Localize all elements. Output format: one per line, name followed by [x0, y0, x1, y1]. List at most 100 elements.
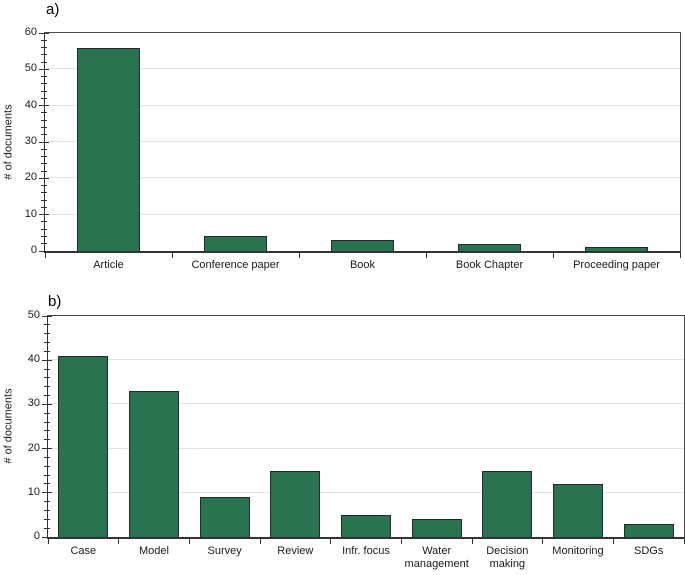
- plot-area-b: 0 10 20 30 40 50 Case Model Survey Review Infr. fo…: [28, 309, 685, 570]
- category-label: Monitoring: [552, 545, 604, 557]
- y-minor-tick: [44, 333, 50, 335]
- bar-article: [76, 47, 141, 251]
- y-minor-tick: [44, 386, 50, 388]
- bar-book-chapter: [457, 243, 522, 251]
- bar-survey: [199, 497, 250, 537]
- y-minor-tick: [41, 83, 47, 85]
- y-tick-label: 40: [24, 98, 37, 111]
- x-boundary-tick: [612, 539, 614, 544]
- y-minor-tick: [44, 439, 50, 441]
- y-minor-tick: [41, 112, 47, 114]
- y-minor-tick: [44, 456, 50, 458]
- gridline: [48, 359, 684, 361]
- y-minor-tick: [44, 501, 50, 503]
- bar-infr-focus: [340, 514, 392, 537]
- panel-label-a: a): [46, 1, 60, 18]
- category-label: Article: [93, 259, 124, 271]
- y-minor-tick: [41, 185, 47, 187]
- y-minor-tick: [44, 518, 50, 520]
- y-major-tick: [42, 492, 52, 494]
- y-major-tick: [42, 403, 52, 405]
- y-minor-tick: [41, 47, 47, 49]
- chart-panel-a: a) # of documents 0 10 20 30 40 50 60 Article Co…: [3, 1, 681, 271]
- category-label: Book: [349, 259, 376, 271]
- y-minor-tick: [44, 465, 50, 467]
- y-axis-title-wrap-b: # of documents: [1, 315, 17, 537]
- y-minor-tick: [41, 126, 47, 128]
- y-minor-tick: [41, 90, 47, 92]
- y-major-tick: [42, 448, 52, 450]
- bar-review: [270, 470, 321, 537]
- y-major-tick: [42, 359, 52, 361]
- y-minor-tick: [41, 192, 47, 194]
- y-tick-label: 10: [27, 485, 40, 498]
- category-label: Survey: [207, 545, 242, 557]
- y-major-tick: [39, 214, 49, 216]
- y-tick-label: 30: [24, 135, 37, 147]
- category-label: Review: [277, 545, 314, 557]
- category-label: Model: [139, 545, 169, 557]
- bar-conference-paper: [203, 236, 268, 251]
- chart-panel-b: b) # of documents 0 10 20 30 40 50 Case Model Su…: [0, 290, 685, 575]
- gridline: [45, 177, 680, 179]
- y-minor-tick: [44, 421, 50, 423]
- y-major-tick: [39, 68, 49, 70]
- category-label: Proceeding paper: [573, 259, 660, 271]
- y-tick-label: 40: [27, 353, 40, 366]
- category-label: Book Chapter: [455, 259, 524, 271]
- y-tick-label: 50: [27, 309, 40, 321]
- y-minor-tick: [41, 61, 47, 63]
- x-boundary-tick: [552, 253, 554, 258]
- x-boundary-tick: [400, 539, 402, 544]
- y-minor-tick: [41, 148, 47, 150]
- y-minor-tick: [44, 483, 50, 485]
- y-minor-tick: [44, 368, 50, 370]
- gridline: [48, 491, 684, 493]
- y-minor-tick: [44, 412, 50, 414]
- category-label: Infr. focus: [342, 545, 390, 557]
- y-minor-tick: [41, 54, 47, 56]
- y-tick-label: 20: [24, 171, 37, 184]
- y-minor-tick: [41, 206, 47, 208]
- y-minor-tick: [44, 527, 50, 529]
- bar-water-management: [411, 519, 462, 537]
- y-tick-label: 0: [30, 244, 37, 256]
- gridline: [45, 213, 680, 215]
- y-minor-tick: [44, 324, 50, 326]
- plot-area-a: 0 10 20 30 40 50 60 Article Conference paper Book…: [25, 26, 681, 271]
- y-minor-tick: [44, 350, 50, 352]
- y-tick-label: 20: [27, 441, 40, 454]
- gridline: [48, 403, 684, 405]
- x-boundary-tick: [542, 539, 544, 544]
- category-label: Decision making: [486, 545, 529, 571]
- y-minor-tick: [41, 156, 47, 158]
- y-minor-tick: [41, 119, 47, 121]
- bar-proceeding-paper: [584, 247, 649, 251]
- y-major-tick: [42, 536, 52, 538]
- gridline: [45, 68, 680, 70]
- gridline: [45, 104, 680, 106]
- x-boundary-tick: [171, 253, 173, 258]
- y-minor-tick: [41, 221, 47, 223]
- x-boundary-tick: [47, 539, 49, 544]
- category-label: Conference paper: [191, 259, 280, 271]
- bar-monitoring: [552, 483, 604, 537]
- x-boundary-tick: [683, 539, 685, 544]
- y-minor-tick: [41, 228, 47, 230]
- x-boundary-tick: [188, 539, 190, 544]
- x-boundary-tick: [118, 539, 120, 544]
- y-major-tick: [39, 250, 49, 252]
- y-minor-tick: [41, 134, 47, 136]
- bar-book: [330, 240, 395, 251]
- gridline: [48, 447, 684, 449]
- y-major-tick: [42, 315, 52, 317]
- y-major-tick: [39, 32, 49, 34]
- y-minor-tick: [41, 199, 47, 201]
- y-minor-tick: [44, 342, 50, 344]
- x-boundary-tick: [259, 539, 261, 544]
- gridline: [45, 141, 680, 142]
- y-minor-tick: [41, 163, 47, 165]
- y-tick-label: 50: [24, 62, 37, 75]
- y-minor-tick: [41, 76, 47, 78]
- y-minor-tick: [41, 235, 47, 237]
